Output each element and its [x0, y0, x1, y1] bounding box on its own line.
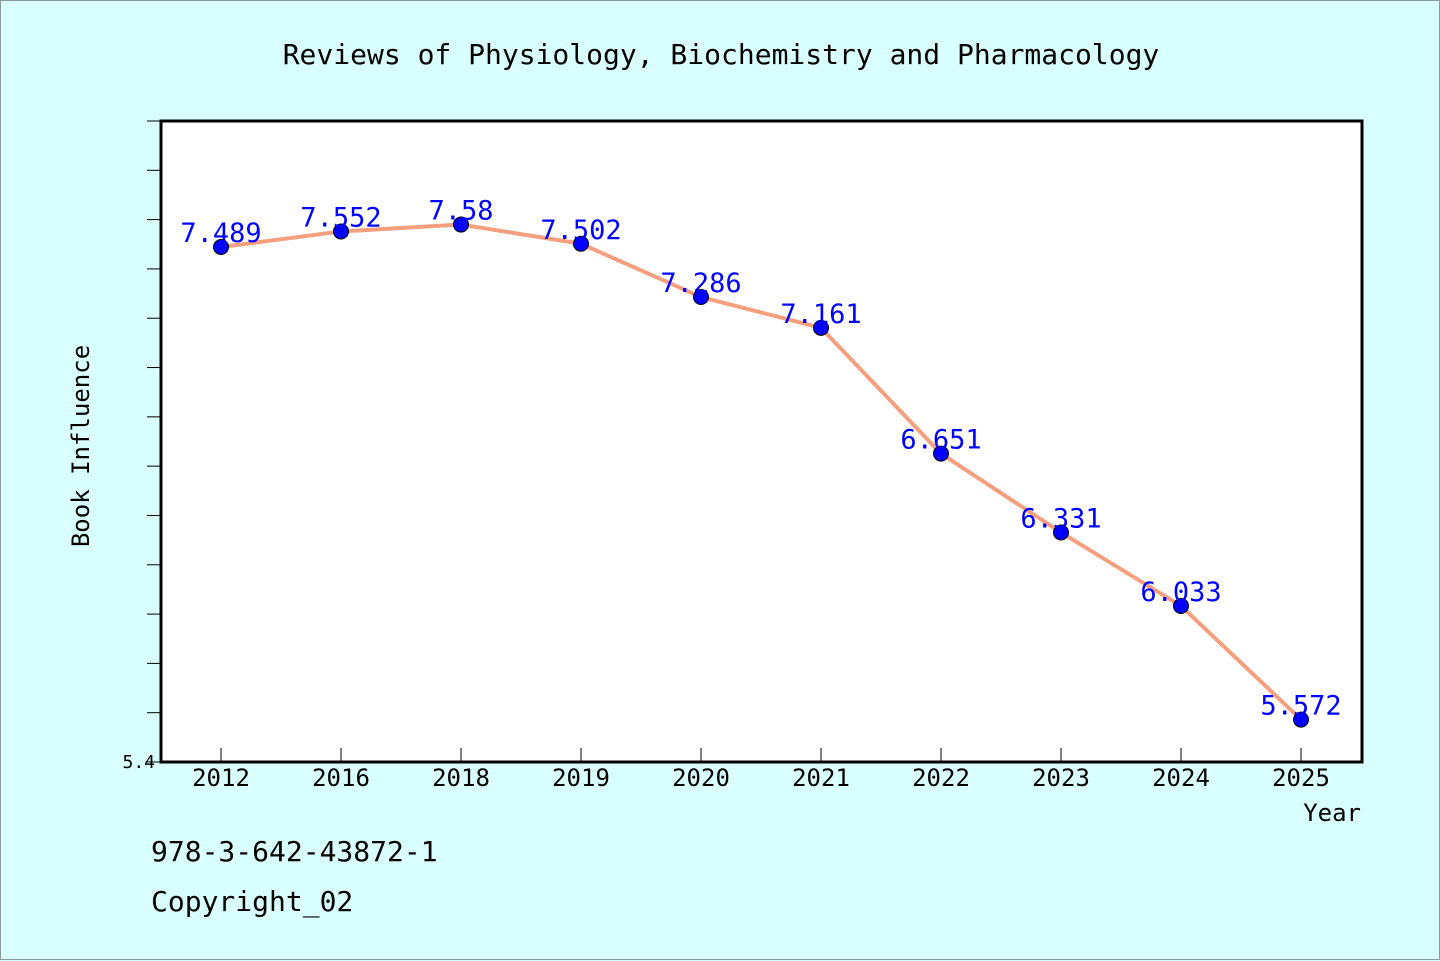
data-label: 7.286 [660, 268, 741, 299]
data-points [213, 216, 1309, 728]
x-tick-label: 2020 [672, 764, 730, 792]
y-axis-ticks: 5.4 [122, 120, 161, 773]
x-tick-label: 2021 [792, 764, 850, 792]
chart-title: Reviews of Physiology, Biochemistry and … [283, 38, 1160, 71]
y-tick-label: 5.4 [122, 752, 155, 773]
data-point [1053, 524, 1069, 541]
data-label: 6.033 [1140, 577, 1221, 608]
data-point [1173, 597, 1189, 614]
data-point [1293, 711, 1309, 728]
plot-area [159, 119, 1364, 764]
data-point [573, 235, 589, 252]
x-axis-label: Year [1303, 799, 1361, 827]
data-point [333, 223, 349, 240]
data-label: 7.552 [300, 202, 381, 233]
data-label: 7.58 [428, 196, 493, 227]
data-label: 7.489 [180, 218, 261, 249]
x-tick-label: 2018 [432, 764, 490, 792]
copyright-text: Copyright_02 [151, 885, 354, 918]
x-tick-label: 2016 [312, 764, 370, 792]
data-label: 6.651 [900, 425, 981, 456]
x-tick-label: 2023 [1032, 764, 1090, 792]
x-tick-label: 2022 [912, 764, 970, 792]
x-tick-label: 2024 [1152, 764, 1210, 792]
x-tick-label: 2025 [1272, 764, 1330, 792]
data-point [693, 289, 709, 306]
data-point [453, 216, 469, 233]
data-labels: 7.489 7.552 7.58 7.502 7.286 7.161 6.651 6.331 6… [180, 196, 1341, 722]
x-tick-label: 2019 [552, 764, 610, 792]
data-point [213, 238, 229, 255]
x-axis: 2012 2016 2018 2019 2020 2021 2022 2023 2024 2025 [192, 748, 1330, 792]
data-label: 5.572 [1260, 691, 1341, 722]
data-label: 6.331 [1020, 503, 1101, 534]
y-axis-label: Book Influence [67, 345, 95, 547]
x-tick-label: 2012 [192, 764, 250, 792]
series-line [220, 222, 1303, 722]
isbn-text: 978-3-642-43872-1 [151, 835, 438, 868]
data-label: 7.502 [540, 215, 621, 246]
data-point [813, 319, 829, 336]
data-point [933, 445, 949, 462]
data-label: 7.161 [780, 299, 861, 330]
